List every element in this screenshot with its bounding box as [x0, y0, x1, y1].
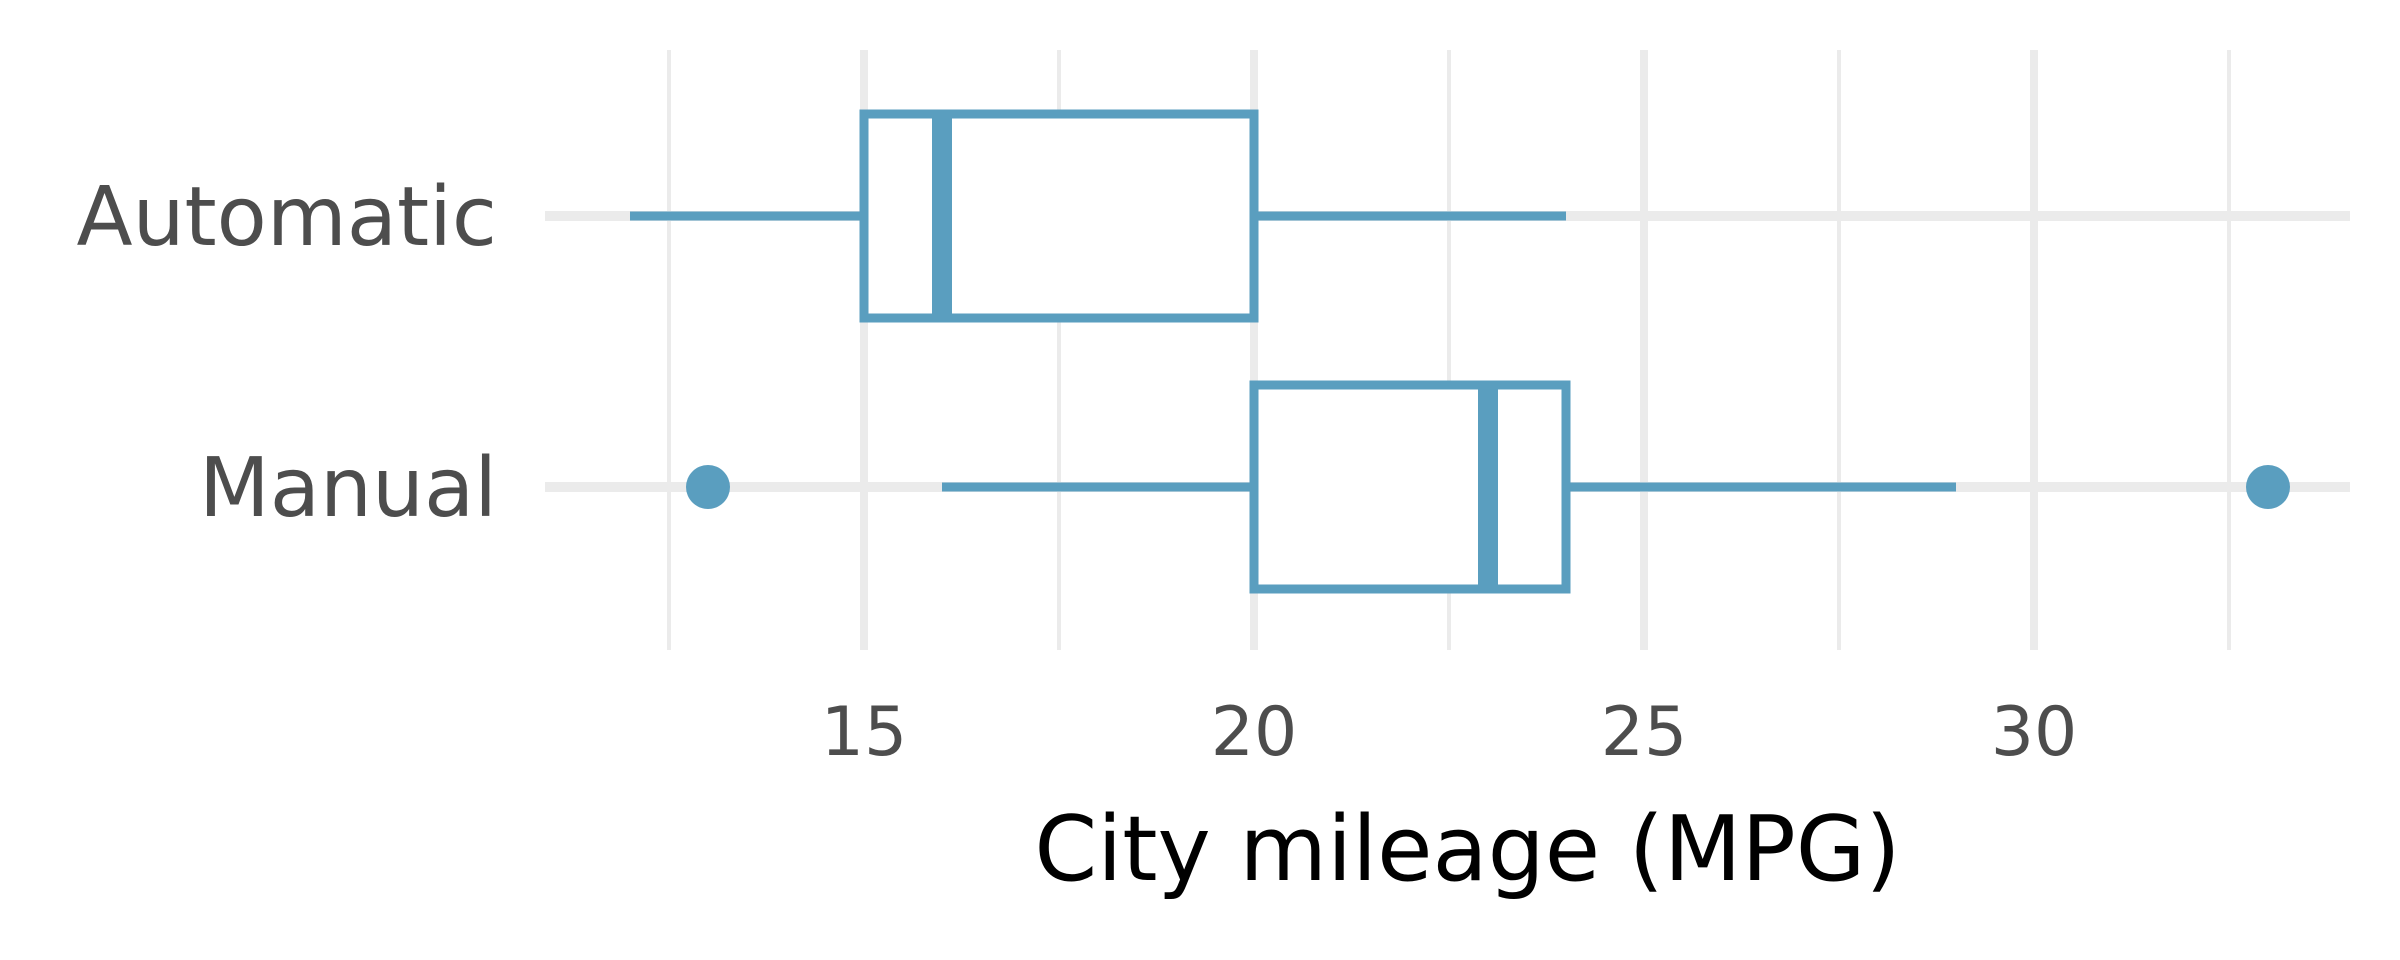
x-tick-label: 25	[1601, 693, 1688, 772]
outlier-point	[686, 465, 730, 509]
category-labels: Automatic Manual	[76, 170, 497, 536]
outlier-point	[2246, 465, 2290, 509]
x-tick-label: 15	[821, 693, 908, 772]
x-tick-label: 20	[1211, 693, 1298, 772]
box-manual	[686, 380, 2290, 594]
box-series	[630, 109, 2290, 594]
category-label: Manual	[199, 441, 497, 536]
x-axis-title: City mileage (MPG)	[1034, 797, 1900, 902]
iqr-box	[859, 109, 1259, 323]
iqr-box	[1249, 380, 1571, 594]
x-tick-label: 30	[1991, 693, 2078, 772]
box-automatic	[630, 109, 1566, 323]
x-tick-labels: 15 20 25 30	[821, 693, 2078, 772]
category-label: Automatic	[76, 170, 497, 265]
